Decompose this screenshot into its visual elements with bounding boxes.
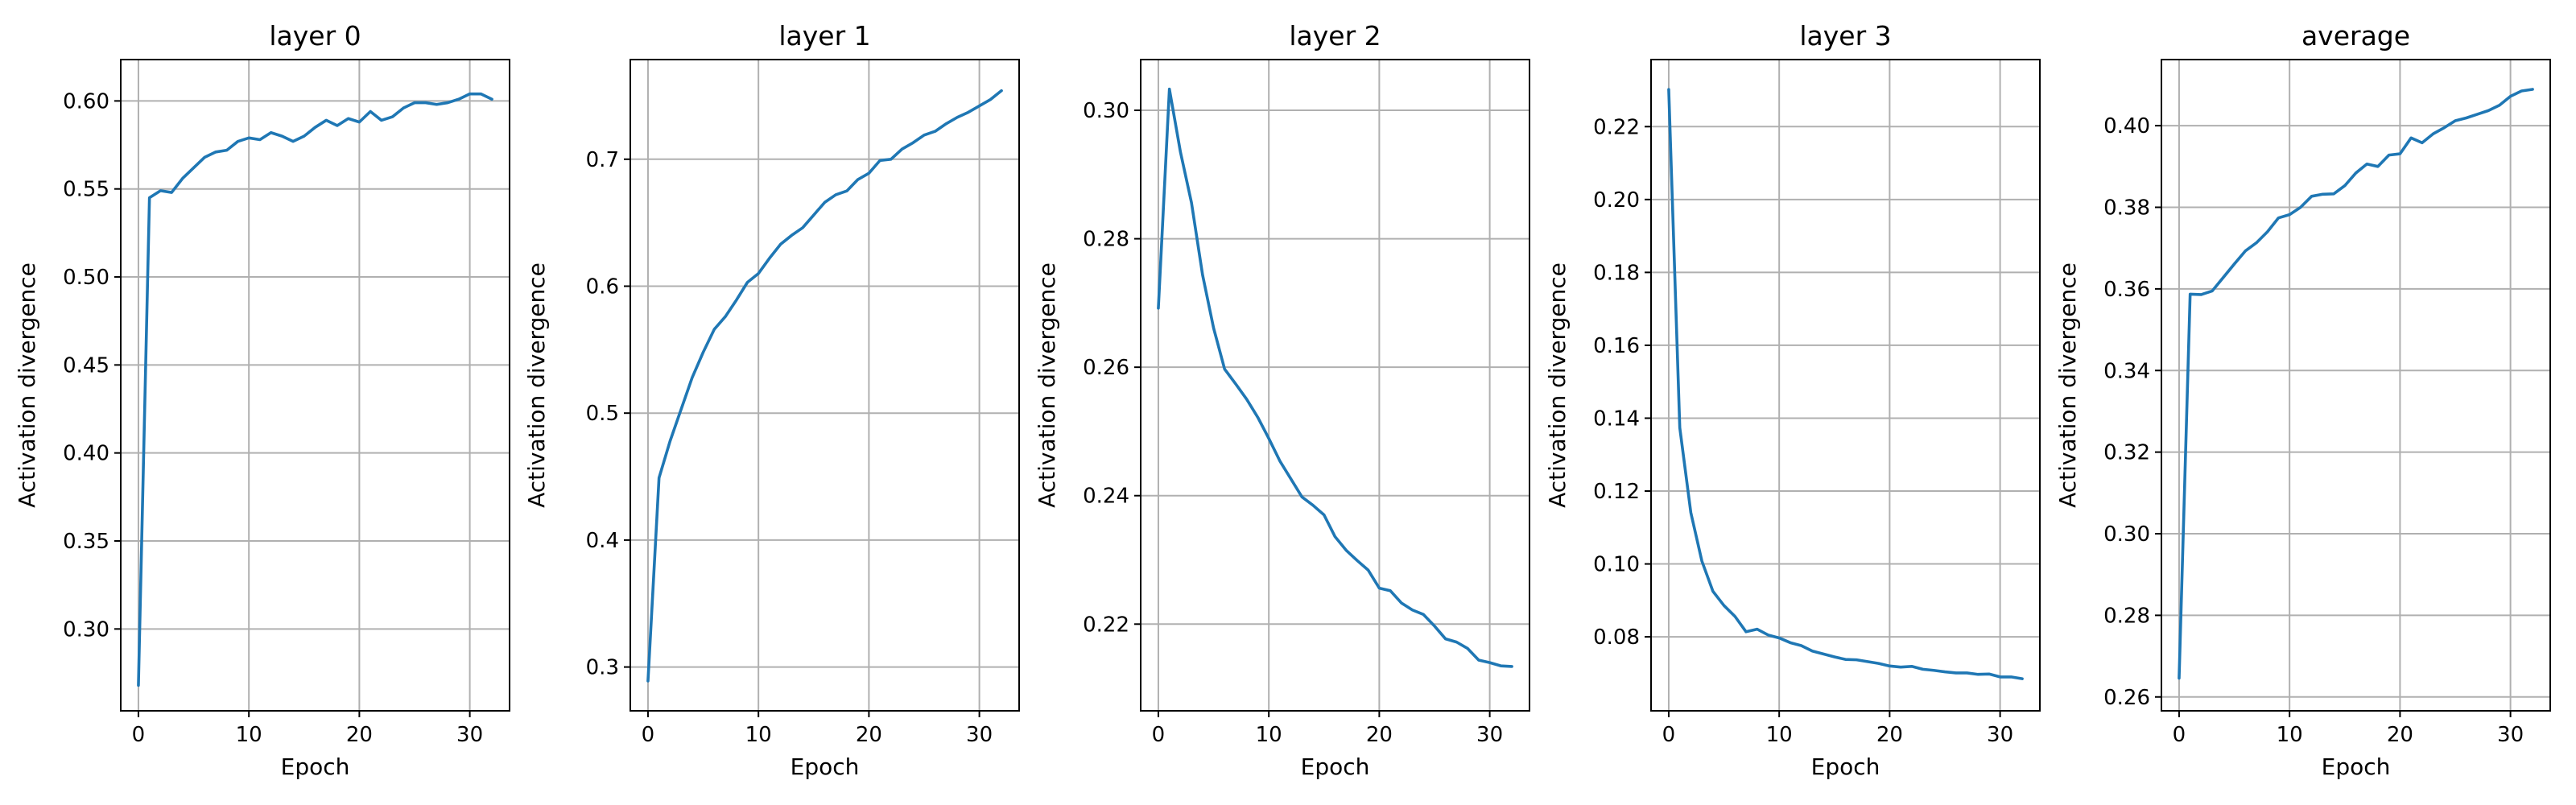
x-tick-label: 0 bbox=[1152, 723, 1166, 747]
y-axis-label: Activation divergence bbox=[1034, 262, 1060, 508]
series-line bbox=[646, 89, 1003, 683]
y-tick-label: 0.12 bbox=[1593, 480, 1640, 504]
x-axis-label: Epoch bbox=[2322, 753, 2391, 780]
y-tick-label: 0.16 bbox=[1593, 334, 1640, 358]
series-line bbox=[1667, 88, 2024, 680]
y-axis-label: Activation divergence bbox=[2054, 262, 2081, 508]
x-tick-label: 0 bbox=[1662, 723, 1676, 747]
y-axis-label: Activation divergence bbox=[523, 262, 550, 508]
chart-title: layer 0 bbox=[269, 20, 361, 52]
axes-frame bbox=[120, 59, 510, 712]
y-tick-label: 0.45 bbox=[63, 353, 109, 378]
y-tick-label: 0.60 bbox=[63, 89, 109, 114]
chart-panel: 0 10 20 30 0.26 0.28 0.30 0.32 0.34 0.36 0.38 0.40 a… bbox=[2054, 20, 2551, 780]
y-tick-label: 0.36 bbox=[2103, 278, 2150, 302]
x-axis-label: Epoch bbox=[1811, 753, 1880, 780]
axes-frame bbox=[630, 59, 1020, 712]
x-tick-label: 20 bbox=[346, 723, 373, 747]
x-axis-label: Epoch bbox=[791, 753, 860, 780]
y-tick-label: 0.30 bbox=[1083, 99, 1129, 123]
x-tick-label: 10 bbox=[1256, 723, 1282, 747]
y-tick-label: 0.30 bbox=[63, 617, 109, 642]
chart-panel: 0 10 20 30 0.30 0.35 0.40 0.45 0.50 0.55 0.60 layer… bbox=[14, 20, 510, 780]
y-tick-label: 0.08 bbox=[1593, 625, 1640, 650]
chart-panel: 0 10 20 30 0.08 0.10 0.12 0.14 0.16 0.18 0.20 0.22 l… bbox=[1544, 20, 2041, 780]
y-tick-label: 0.34 bbox=[2103, 359, 2150, 383]
x-tick-label: 10 bbox=[1766, 723, 1793, 747]
y-tick-label: 0.28 bbox=[1083, 228, 1129, 252]
y-tick-label: 0.28 bbox=[2103, 604, 2150, 628]
chart-panel: 0 10 20 30 0.22 0.24 0.26 0.28 0.30 layer 2 Epoch A… bbox=[1034, 20, 1530, 780]
x-tick-label: 10 bbox=[2277, 723, 2303, 747]
x-axis-label: Epoch bbox=[281, 753, 350, 780]
y-tick-label: 0.55 bbox=[63, 178, 109, 202]
y-tick-label: 0.40 bbox=[2103, 114, 2150, 138]
y-tick-label: 0.10 bbox=[1593, 553, 1640, 577]
x-tick-label: 30 bbox=[966, 723, 993, 747]
x-tick-label: 10 bbox=[236, 723, 262, 747]
y-tick-label: 0.24 bbox=[1083, 485, 1129, 509]
axes-frame bbox=[1650, 59, 2041, 712]
y-tick-label: 0.3 bbox=[586, 656, 619, 680]
x-tick-label: 20 bbox=[1366, 723, 1393, 747]
y-tick-label: 0.5 bbox=[586, 402, 619, 426]
chart-title: layer 2 bbox=[1289, 20, 1381, 52]
x-tick-label: 30 bbox=[456, 723, 483, 747]
y-tick-label: 0.22 bbox=[1083, 613, 1129, 637]
x-tick-label: 0 bbox=[132, 723, 146, 747]
chart-panel: 0 10 20 30 0.3 0.4 0.5 0.6 0.7 layer 1 Epoch Activa… bbox=[523, 20, 1020, 780]
x-tick-label: 30 bbox=[1476, 723, 1503, 747]
x-tick-label: 0 bbox=[642, 723, 655, 747]
y-tick-label: 0.38 bbox=[2103, 196, 2150, 220]
y-tick-label: 0.4 bbox=[586, 529, 619, 553]
series-line bbox=[1157, 87, 1513, 668]
x-tick-label: 0 bbox=[2173, 723, 2186, 747]
chart-title: layer 3 bbox=[1799, 20, 1891, 52]
y-axis-label: Activation divergence bbox=[1544, 262, 1571, 508]
y-tick-label: 0.7 bbox=[586, 148, 619, 172]
y-tick-label: 0.32 bbox=[2103, 441, 2150, 465]
series-line bbox=[137, 92, 493, 687]
y-tick-label: 0.26 bbox=[1083, 356, 1129, 380]
y-tick-label: 0.35 bbox=[63, 530, 109, 554]
y-tick-label: 0.20 bbox=[1593, 188, 1640, 213]
y-tick-label: 0.50 bbox=[63, 266, 109, 290]
y-tick-label: 0.14 bbox=[1593, 407, 1640, 431]
x-axis-label: Epoch bbox=[1301, 753, 1370, 780]
y-tick-label: 0.30 bbox=[2103, 522, 2150, 547]
y-tick-label: 0.6 bbox=[586, 275, 619, 299]
y-tick-label: 0.26 bbox=[2103, 686, 2150, 710]
x-tick-label: 30 bbox=[1987, 723, 2013, 747]
axes-frame bbox=[1140, 59, 1530, 712]
y-tick-label: 0.40 bbox=[63, 442, 109, 466]
chart-title: layer 1 bbox=[778, 20, 870, 52]
x-tick-label: 30 bbox=[2497, 723, 2524, 747]
x-tick-label: 10 bbox=[745, 723, 772, 747]
x-tick-label: 20 bbox=[2387, 723, 2413, 747]
series-line bbox=[2178, 88, 2534, 680]
y-tick-label: 0.18 bbox=[1593, 261, 1640, 285]
y-axis-label: Activation divergence bbox=[14, 262, 40, 508]
axes-frame bbox=[2161, 59, 2551, 712]
chart-title: average bbox=[2301, 20, 2410, 52]
x-tick-label: 20 bbox=[1876, 723, 1903, 747]
x-tick-label: 20 bbox=[856, 723, 882, 747]
y-tick-label: 0.22 bbox=[1593, 115, 1640, 139]
